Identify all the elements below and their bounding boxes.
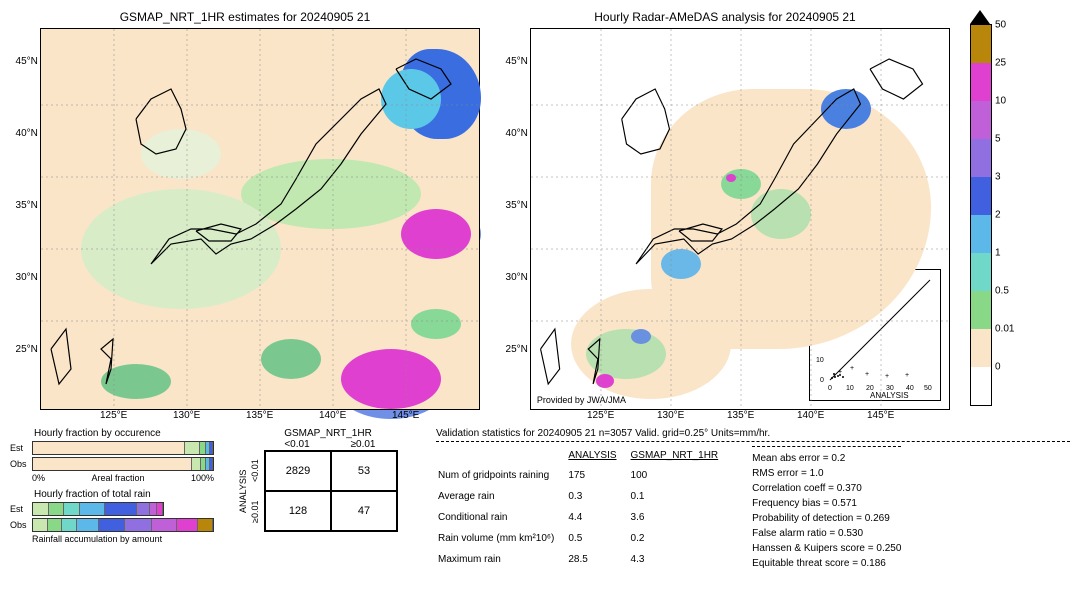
left-map-panel: GSMAP_NRT_1HR estimates for 20240905 21 … <box>10 10 480 410</box>
stats-section: Validation statistics for 20240905 21 n=… <box>436 428 1070 571</box>
right-map-title: Hourly Radar-AMeDAS analysis for 2024090… <box>500 10 950 24</box>
left-coastline <box>41 29 481 409</box>
ct-cell-11: 47 <box>331 491 397 531</box>
colorbar-arrow-icon <box>970 10 990 24</box>
right-map-panel: Hourly Radar-AMeDAS analysis for 2024090… <box>500 10 950 410</box>
occurrence-title: Hourly fraction by occurence <box>34 428 220 439</box>
right-map: Provided by JWA/JMA ++ ++ + 01020 <box>530 28 950 410</box>
ct-cell-00: 2829 <box>265 451 331 491</box>
total-footer: Rainfall accumulation by amount <box>32 534 220 544</box>
colorbar: 50251053210.50.010 <box>970 10 1040 410</box>
ct-cell-10: 128 <box>265 491 331 531</box>
left-y-axis: 45°N 40°N 35°N 30°N 25°N <box>10 28 40 410</box>
occurrence-est-bar <box>32 441 214 455</box>
occurrence-obs-bar <box>32 457 214 471</box>
total-est-bar <box>32 502 164 516</box>
bottom-row: Hourly fraction by occurence Est Obs 0%A… <box>10 428 1070 571</box>
left-map-title: GSMAP_NRT_1HR estimates for 20240905 21 <box>10 10 480 24</box>
left-map <box>40 28 480 410</box>
right-y-axis: 45°N 40°N 35°N 30°N 25°N <box>500 28 530 410</box>
ct-cell-01: 53 <box>331 451 397 491</box>
total-obs-bar <box>32 518 214 532</box>
right-x-axis: 125°E 130°E 135°E 140°E 145°E <box>530 410 950 424</box>
metrics-list: Mean abs error = 0.2RMS error = 1.0Corre… <box>752 444 901 571</box>
right-coastline <box>531 29 951 409</box>
stats-table: ANALYSISGSMAP_NRT_1HR Num of gridpoints … <box>436 444 732 571</box>
stats-title: Validation statistics for 20240905 21 n=… <box>436 428 1070 439</box>
contingency-table: GSMAP_NRT_1HR <0.01 ≥0.01 ANALYSIS <0.01… <box>238 428 418 571</box>
fraction-section: Hourly fraction by occurence Est Obs 0%A… <box>10 428 220 571</box>
total-title: Hourly fraction of total rain <box>34 489 220 500</box>
main-maps-row: GSMAP_NRT_1HR estimates for 20240905 21 … <box>10 10 1070 410</box>
left-x-axis: 125°E 130°E 135°E 140°E 145°E <box>40 410 480 424</box>
